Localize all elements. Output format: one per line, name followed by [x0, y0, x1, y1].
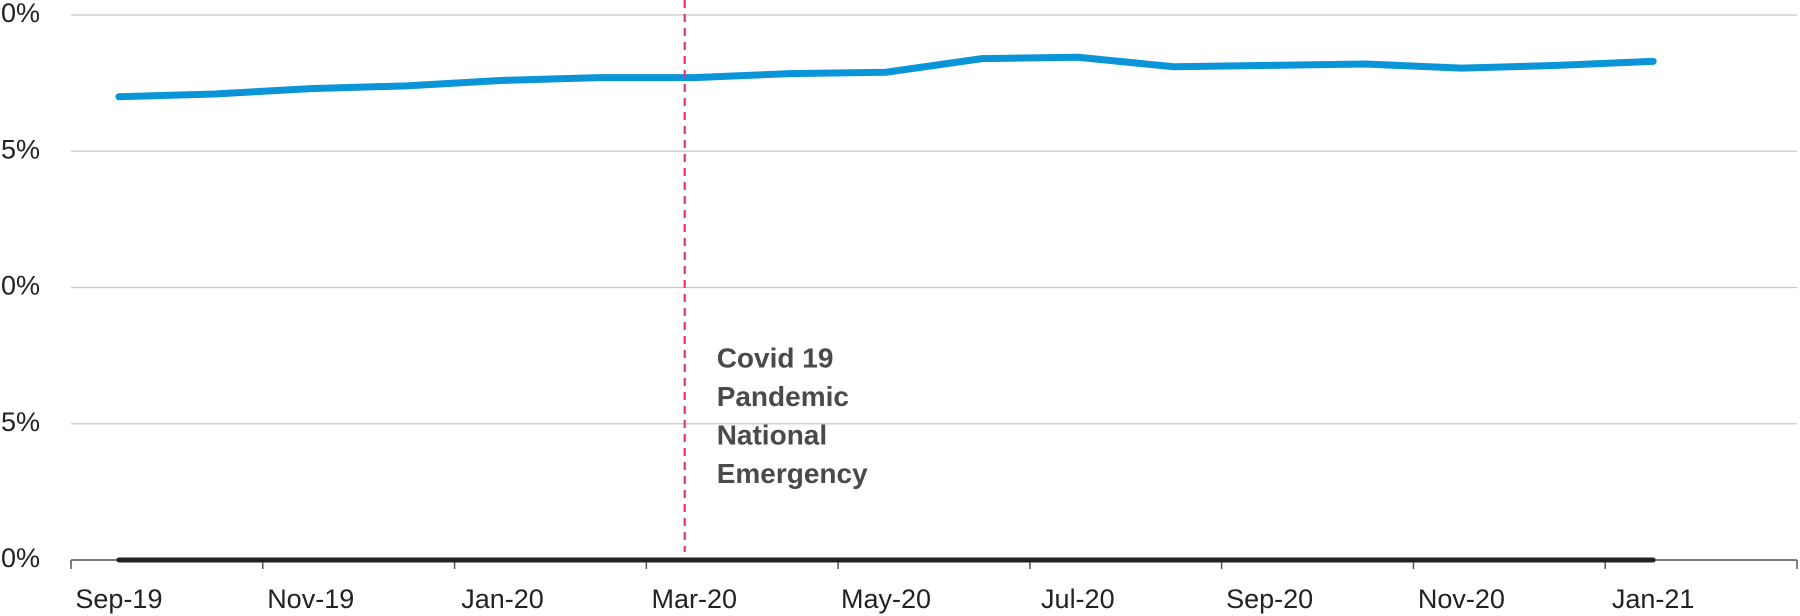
y-tick-label: 5% [1, 407, 40, 437]
annotation-text: Covid 19 [717, 342, 834, 373]
x-tick-label: Mar-20 [652, 584, 738, 614]
y-tick-label: 10% [0, 271, 40, 301]
annotation-text: Pandemic [717, 381, 849, 412]
x-tick-label: Jan-20 [461, 584, 544, 614]
y-tick-label: 15% [0, 134, 40, 164]
line-series [115, 53, 1657, 101]
annotation-text: Emergency [717, 458, 868, 489]
x-tick-label: Sep-20 [1226, 584, 1313, 614]
x-tick-label: Nov-20 [1418, 584, 1505, 614]
x-tick-label: Jul-20 [1041, 584, 1115, 614]
y-tick-label: 20% [0, 0, 40, 28]
x-tick-label: Jan-21 [1612, 584, 1695, 614]
x-tick-label: May-20 [841, 584, 931, 614]
x-tick-label: Nov-19 [267, 584, 354, 614]
y-tick-label: 0% [1, 543, 40, 573]
x-tick-label: Sep-19 [75, 584, 162, 614]
annotation-text: National [717, 419, 827, 450]
